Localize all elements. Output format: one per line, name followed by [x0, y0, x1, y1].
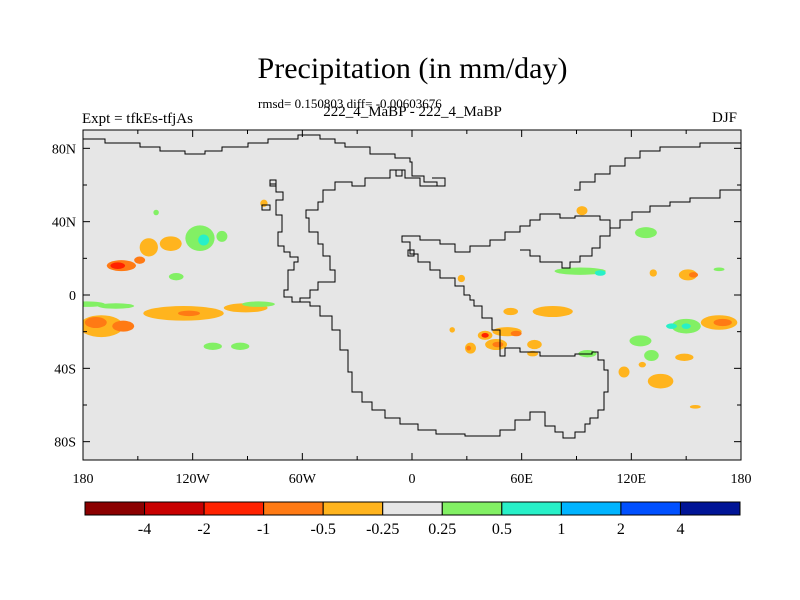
- y-tick-label-3: 40S: [54, 362, 76, 377]
- contour-patch-34: [510, 330, 522, 337]
- contour-patch-1: [110, 262, 126, 269]
- colorbar-box-7: [501, 501, 562, 516]
- x-tick-label-6: 180: [731, 472, 752, 487]
- coastline-east-asia: [610, 189, 741, 229]
- contour-patch-56: [689, 405, 701, 409]
- coastline-islands: [261, 169, 415, 257]
- contour-patch-41: [449, 327, 455, 333]
- contour-patch-27: [678, 269, 698, 281]
- contour-patch-32: [503, 307, 519, 316]
- contour-patch-8: [216, 230, 228, 242]
- x-tick-label-1: 120W: [176, 472, 211, 487]
- coastline-greenland-west: [270, 169, 445, 303]
- anomaly-contours: [83, 199, 738, 409]
- contour-patch-2: [134, 256, 146, 264]
- colorbar: -4 -2 -1 -0.5 -0.25 0.25 0.5 1 2 4: [84, 501, 741, 538]
- contour-patch-15: [112, 320, 135, 332]
- experiment-label: Expt = tfkEs-tfjAs: [82, 111, 193, 127]
- x-tick-label-2: 60W: [289, 472, 317, 487]
- coastline-north-america: [83, 134, 446, 187]
- colorbar-box-10: [679, 501, 741, 516]
- chart-title: Precipitation (in mm/day): [257, 52, 568, 85]
- contour-patch-48: [681, 323, 691, 329]
- contour-patch-10: [153, 209, 159, 216]
- contour-patch-20: [203, 342, 222, 350]
- colorbar-label-1: -2: [197, 521, 210, 538]
- contour-patch-30: [457, 274, 466, 283]
- y-tick-label-1: 40N: [52, 216, 76, 231]
- contour-patch-14: [84, 317, 107, 328]
- colorbar-box-1: [144, 501, 205, 516]
- axis-tick-labels: 180 120W 60W 0 60E 120E 180 80N 40N 0 40S 80S: [52, 142, 752, 487]
- colorbar-box-8: [560, 501, 622, 516]
- season-label: DJF: [712, 110, 738, 126]
- colorbar-box-4: [322, 501, 384, 516]
- contour-patch-12: [97, 303, 135, 309]
- map-frame: [82, 129, 742, 461]
- coastline-africa-eurasia: [401, 213, 611, 296]
- contour-patch-24: [554, 267, 606, 275]
- contour-patch-36: [481, 332, 489, 338]
- colorbar-label-9: 4: [676, 521, 684, 538]
- colorbar-box-6: [441, 501, 503, 516]
- contour-patch-26: [649, 269, 657, 277]
- contour-patch-22: [576, 206, 588, 216]
- contour-patch-55: [638, 361, 646, 368]
- colorbar-label-6: 0.5: [492, 521, 512, 538]
- contour-patch-4: [159, 236, 182, 251]
- colorbar-box-9: [620, 501, 681, 516]
- contour-patch-28: [688, 272, 699, 278]
- colorbar-box-5: [382, 501, 443, 516]
- colorbar-label-5: 0.25: [428, 521, 456, 538]
- colorbar-box-3: [263, 501, 324, 516]
- colorbar-label-7: 1: [557, 521, 565, 538]
- contour-patch-29: [713, 267, 725, 272]
- contour-patch-45: [629, 335, 652, 347]
- map-background: [83, 130, 741, 460]
- coastline-south-america: [300, 295, 609, 439]
- colorbar-label-8: 2: [617, 521, 625, 538]
- contour-patch-23: [634, 227, 657, 239]
- contour-patch-54: [618, 366, 630, 378]
- contour-patch-7: [198, 234, 210, 246]
- contour-patch-51: [713, 318, 732, 327]
- contour-patch-38: [492, 341, 504, 348]
- colorbar-label-3: -0.5: [311, 521, 336, 538]
- colorbar-box-0: [84, 501, 146, 516]
- x-tick-label-4: 60E: [510, 472, 533, 487]
- contour-patch-49: [666, 323, 678, 329]
- contour-patch-46: [644, 350, 659, 361]
- contour-patch-53: [675, 353, 694, 361]
- x-tick-label-3: 0: [409, 472, 416, 487]
- contour-patch-52: [647, 373, 674, 389]
- experiment-subtitle: 222_4_MaBP - 222_4_MaBP: [323, 104, 502, 120]
- contour-patch-5: [168, 273, 184, 281]
- y-tick-label-4: 80S: [54, 436, 76, 451]
- rmsd-diff-stats: rmsd= 0.150803 diff= -0.00603676: [258, 96, 442, 111]
- contour-patch-25: [594, 270, 606, 276]
- contour-patch-21: [231, 342, 250, 350]
- x-tick-label-0: 180: [73, 472, 94, 487]
- contour-patch-19: [242, 301, 275, 307]
- contour-patch-17: [178, 310, 200, 317]
- y-tick-label-2: 0: [69, 289, 76, 304]
- colorbar-label-2: -1: [257, 521, 270, 538]
- x-tick-label-5: 120E: [617, 472, 647, 487]
- coastline-north-eurasia: [574, 142, 741, 191]
- y-tick-label-0: 80N: [52, 142, 76, 157]
- coastlines: [83, 134, 741, 439]
- colorbar-box-2: [203, 501, 265, 516]
- contour-patch-9: [260, 199, 268, 207]
- contour-patch-31: [532, 306, 573, 317]
- contour-patch-3: [139, 238, 158, 257]
- colorbar-label-0: -4: [138, 521, 151, 538]
- colorbar-label-4: -0.25: [366, 521, 399, 538]
- contour-patch-42: [527, 339, 542, 350]
- contour-patch-40: [466, 345, 472, 351]
